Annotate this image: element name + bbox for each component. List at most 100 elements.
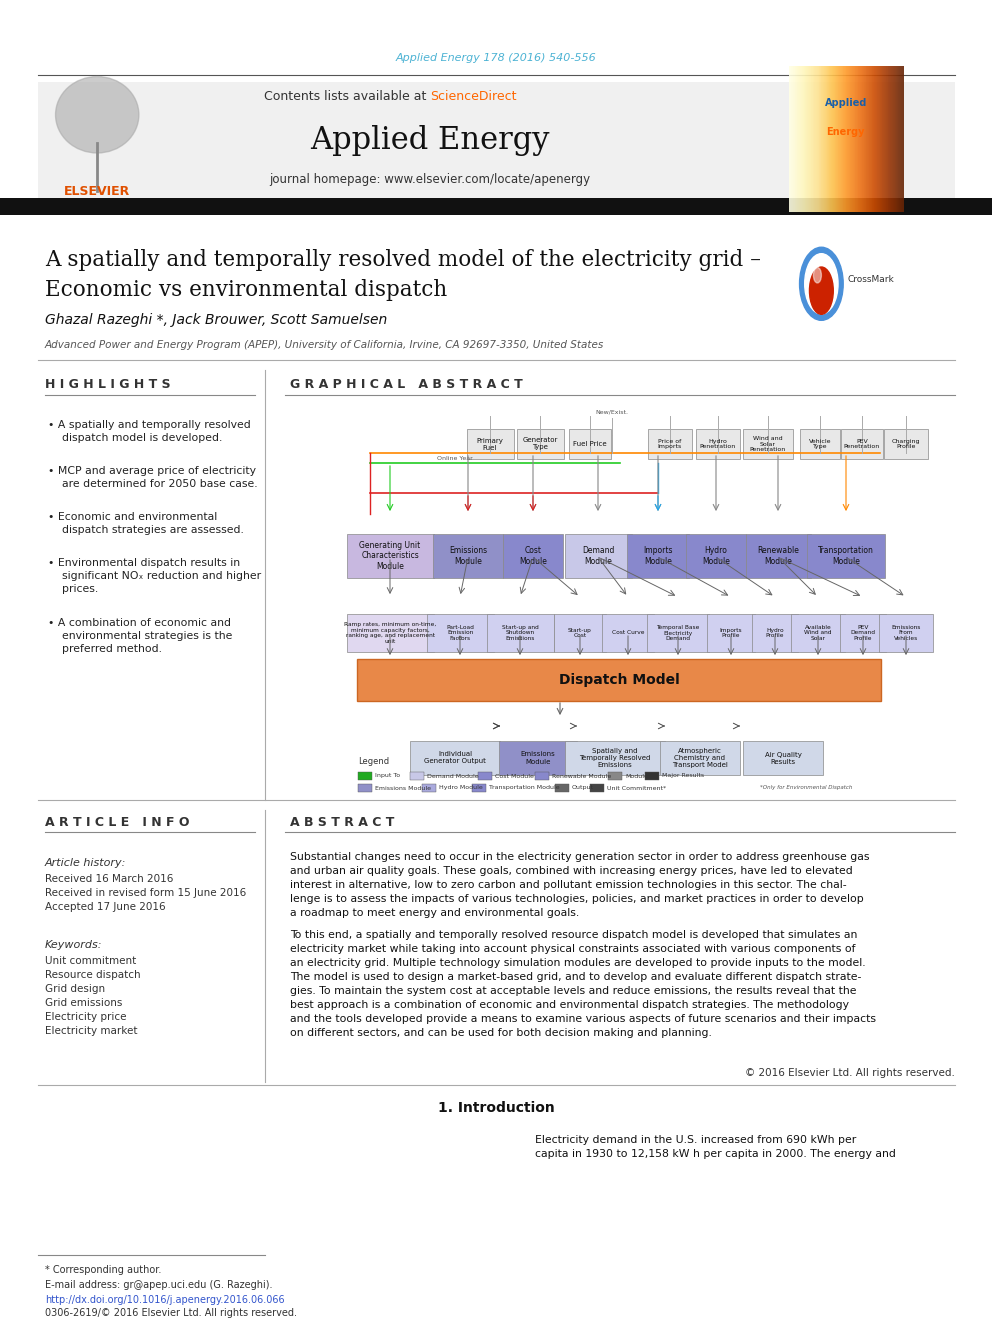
Text: Received in revised form 15 June 2016: Received in revised form 15 June 2016	[45, 888, 246, 898]
Text: *Only for Environmental Dispatch: *Only for Environmental Dispatch	[760, 786, 852, 791]
FancyBboxPatch shape	[466, 429, 514, 459]
Text: • Economic and environmental
    dispatch strategies are assessed.: • Economic and environmental dispatch st…	[48, 512, 244, 536]
Text: * Corresponding author.: * Corresponding author.	[45, 1265, 162, 1275]
Text: Hydro
Profile: Hydro Profile	[766, 627, 785, 639]
Ellipse shape	[800, 247, 843, 320]
FancyBboxPatch shape	[357, 659, 881, 701]
Text: ScienceDirect: ScienceDirect	[430, 90, 517, 103]
FancyBboxPatch shape	[800, 429, 840, 459]
Text: • MCP and average price of electricity
    are determined for 2050 base case.: • MCP and average price of electricity a…	[48, 466, 258, 490]
Text: Imports
Module: Imports Module	[643, 546, 673, 566]
FancyBboxPatch shape	[627, 534, 689, 578]
Text: Charging
Profile: Charging Profile	[892, 439, 921, 450]
Text: Individual
Generator Output: Individual Generator Output	[424, 751, 486, 765]
FancyBboxPatch shape	[707, 614, 755, 652]
Text: Applied: Applied	[824, 98, 867, 107]
Text: http://dx.doi.org/10.1016/j.apenergy.2016.06.066: http://dx.doi.org/10.1016/j.apenergy.201…	[45, 1295, 285, 1304]
Text: Electricity price: Electricity price	[45, 1012, 127, 1021]
FancyBboxPatch shape	[645, 771, 660, 781]
FancyBboxPatch shape	[422, 783, 436, 792]
Text: Economic vs environmental dispatch: Economic vs environmental dispatch	[45, 279, 447, 302]
FancyBboxPatch shape	[602, 614, 654, 652]
FancyBboxPatch shape	[358, 783, 372, 792]
Text: Accepted 17 June 2016: Accepted 17 June 2016	[45, 902, 166, 912]
Text: Primary
Fuel: Primary Fuel	[476, 438, 503, 451]
FancyBboxPatch shape	[554, 614, 606, 652]
Text: Vehicle
Type: Vehicle Type	[808, 439, 831, 450]
FancyBboxPatch shape	[589, 783, 604, 792]
Ellipse shape	[805, 254, 838, 314]
Text: Ramp rates, minimum on-time,
minimum capacity factors,
ranking age, and replacem: Ramp rates, minimum on-time, minimum cap…	[344, 622, 436, 644]
FancyBboxPatch shape	[660, 741, 740, 775]
Text: Transportation
Module: Transportation Module	[818, 546, 874, 566]
Ellipse shape	[56, 77, 139, 153]
Text: Wind and
Solar
Penetration: Wind and Solar Penetration	[750, 435, 786, 452]
FancyBboxPatch shape	[648, 429, 692, 459]
Text: 1. Introduction: 1. Introduction	[437, 1101, 555, 1115]
Text: E-mail address: gr@apep.uci.edu (G. Razeghi).: E-mail address: gr@apep.uci.edu (G. Raze…	[45, 1279, 273, 1290]
Text: Generating Unit
Characteristics
Module: Generating Unit Characteristics Module	[359, 541, 421, 572]
Text: Generator
Type: Generator Type	[523, 438, 558, 451]
FancyBboxPatch shape	[884, 429, 928, 459]
FancyBboxPatch shape	[472, 783, 486, 792]
Text: • A combination of economic and
    environmental strategies is the
    preferre: • A combination of economic and environm…	[48, 618, 232, 655]
Text: PEV
Penetration: PEV Penetration	[844, 439, 880, 450]
Text: New/Exist.: New/Exist.	[595, 410, 629, 414]
Text: Cost
Module: Cost Module	[519, 546, 547, 566]
FancyBboxPatch shape	[565, 741, 665, 775]
FancyBboxPatch shape	[647, 614, 709, 652]
FancyBboxPatch shape	[517, 429, 563, 459]
Text: Hydro Module: Hydro Module	[439, 786, 483, 791]
FancyBboxPatch shape	[427, 614, 493, 652]
FancyBboxPatch shape	[486, 614, 554, 652]
Text: Contents lists available at: Contents lists available at	[264, 90, 430, 103]
Text: Input To: Input To	[375, 774, 400, 778]
Text: Hydro
Module: Hydro Module	[702, 546, 730, 566]
Text: ELSEVIER: ELSEVIER	[64, 185, 130, 198]
Text: Online Year: Online Year	[437, 455, 473, 460]
Text: To this end, a spatially and temporally resolved resource dispatch model is deve: To this end, a spatially and temporally …	[290, 930, 876, 1039]
FancyBboxPatch shape	[608, 771, 622, 781]
Text: Legend: Legend	[358, 758, 389, 766]
FancyBboxPatch shape	[410, 741, 500, 775]
Text: Cost Module: Cost Module	[495, 774, 534, 778]
Text: PEV
Demand
Profile: PEV Demand Profile	[850, 624, 876, 642]
FancyBboxPatch shape	[503, 534, 563, 578]
FancyBboxPatch shape	[433, 534, 503, 578]
FancyBboxPatch shape	[840, 614, 886, 652]
Text: Unit commitment: Unit commitment	[45, 957, 136, 966]
Text: Spatially and
Temporally Resolved
Emissions: Spatially and Temporally Resolved Emissi…	[579, 747, 651, 767]
Text: Demand Module: Demand Module	[427, 774, 478, 778]
FancyBboxPatch shape	[807, 534, 885, 578]
Text: Applied Energy: Applied Energy	[310, 124, 550, 156]
Text: Atmospheric
Chemistry and
Transport Model: Atmospheric Chemistry and Transport Mode…	[672, 747, 728, 767]
FancyBboxPatch shape	[38, 82, 955, 200]
Text: A R T I C L E   I N F O: A R T I C L E I N F O	[45, 815, 189, 828]
Text: Dispatch Model: Dispatch Model	[558, 673, 680, 687]
FancyBboxPatch shape	[696, 429, 740, 459]
Text: Electricity market: Electricity market	[45, 1027, 138, 1036]
Text: Applied Energy 178 (2016) 540-556: Applied Energy 178 (2016) 540-556	[396, 53, 596, 64]
Text: Emissions
Module: Emissions Module	[521, 751, 556, 765]
FancyBboxPatch shape	[752, 614, 798, 652]
FancyBboxPatch shape	[743, 741, 823, 775]
Text: Emissions
From
Vehicles: Emissions From Vehicles	[892, 624, 921, 642]
Text: Renewable Module: Renewable Module	[552, 774, 611, 778]
FancyBboxPatch shape	[358, 771, 372, 781]
Text: CrossMark: CrossMark	[847, 275, 895, 284]
FancyBboxPatch shape	[346, 614, 434, 652]
Text: • A spatially and temporally resolved
    dispatch model is developed.: • A spatially and temporally resolved di…	[48, 419, 251, 443]
Ellipse shape	[813, 267, 821, 283]
Text: Transportation Module: Transportation Module	[489, 786, 559, 791]
Text: Major Results: Major Results	[662, 774, 704, 778]
Text: A B S T R A C T: A B S T R A C T	[290, 815, 395, 828]
Text: Renewable
Module: Renewable Module	[757, 546, 799, 566]
Text: Emissions
Module: Emissions Module	[449, 546, 487, 566]
Text: Hydro
Penetration: Hydro Penetration	[700, 439, 736, 450]
Text: Price of
Imports: Price of Imports	[658, 439, 682, 450]
Text: Substantial changes need to occur in the electricity generation sector in order : Substantial changes need to occur in the…	[290, 852, 870, 918]
Text: Start-up
Cost: Start-up Cost	[568, 627, 592, 639]
FancyBboxPatch shape	[791, 614, 845, 652]
Text: Unit Commitment*: Unit Commitment*	[607, 786, 666, 791]
FancyBboxPatch shape	[0, 198, 992, 216]
